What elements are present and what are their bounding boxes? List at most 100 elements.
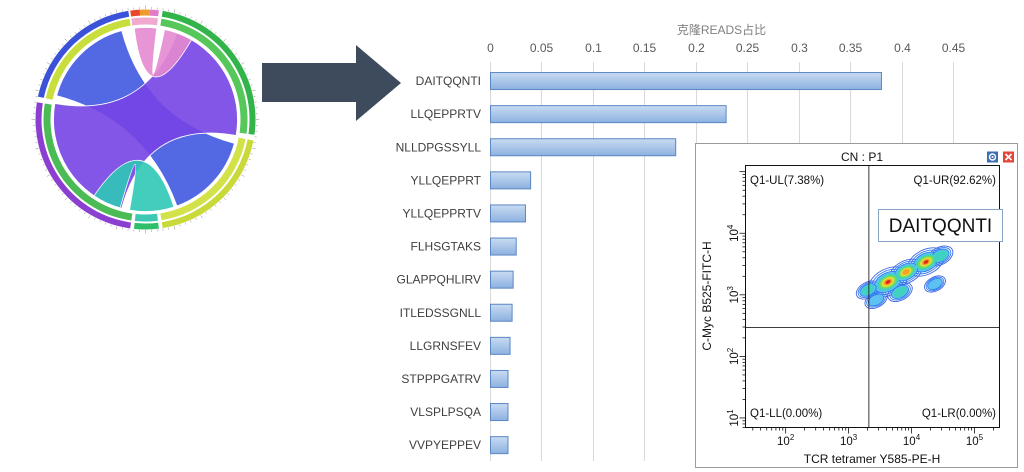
- tick-exponent: 1: [726, 409, 735, 414]
- chord-tick: [252, 89, 256, 92]
- tick-base: 10: [840, 436, 853, 448]
- x-tick-label: 0.1: [585, 41, 602, 55]
- chord-tick: [241, 62, 245, 65]
- chord-tick: [94, 19, 96, 22]
- tick-base: 10: [729, 229, 741, 242]
- chord-tick: [190, 220, 192, 223]
- category-label: ITLEDSSGNLL: [400, 306, 482, 320]
- x-tick-label: 0: [487, 41, 494, 55]
- chord-tick: [219, 35, 221, 38]
- quadrant-label: Q1-LR(0.00%): [922, 408, 996, 420]
- chord-tick: [227, 44, 230, 46]
- chord-tick: [46, 174, 50, 177]
- bar: [490, 237, 517, 256]
- bar: [490, 105, 727, 124]
- chord-tick: [54, 184, 57, 186]
- tick-base: 10: [729, 291, 741, 304]
- chord-tick: [250, 84, 253, 86]
- chord-tick: [57, 48, 60, 51]
- plot-frame: [745, 165, 1000, 428]
- chord-segment-outer: [149, 9, 159, 17]
- chord-tick: [84, 212, 86, 214]
- chord-tick: [248, 78, 251, 81]
- chord-tick: [42, 164, 45, 166]
- chord-segment-outer: [139, 9, 150, 16]
- chord-tick: [74, 31, 77, 34]
- category-label: VLSPLPSQA: [410, 405, 481, 419]
- chord-tick: [51, 58, 53, 60]
- quadrant-label: Q1-LL(0.00%): [750, 408, 822, 420]
- x-tick-label: 0.05: [530, 41, 554, 55]
- x-tick-label: 0.4: [894, 41, 911, 55]
- chord-tick: [42, 73, 45, 75]
- chord-tick: [231, 188, 234, 191]
- chord-tick: [45, 68, 48, 70]
- y-axis-label: C-Myc B525-FITC-H: [700, 241, 714, 350]
- category-label: YLLQEPPRTV: [403, 206, 481, 220]
- chord-tick: [79, 208, 81, 211]
- category-label: DAITQQNTI: [416, 74, 481, 88]
- tick-base: 10: [729, 352, 741, 365]
- bar: [490, 204, 526, 223]
- tick-exponent: 4: [726, 224, 735, 229]
- y-tick-label: 104: [726, 224, 741, 242]
- chord-tick: [214, 31, 217, 34]
- density-contour: [885, 280, 891, 284]
- chord-tick: [223, 38, 227, 42]
- chord-segment-inner: [134, 213, 158, 222]
- chord-tick: [40, 158, 43, 161]
- chord-segment-inner: [131, 17, 158, 26]
- chord-tick: [234, 53, 237, 55]
- density-contours: [855, 245, 954, 310]
- chord-tick: [70, 35, 72, 38]
- right-arrow-icon: [262, 45, 401, 121]
- category-label: LLGRNSFEV: [410, 339, 481, 353]
- chord-segment-inner: [160, 137, 246, 221]
- density-contour: [924, 275, 946, 293]
- tick-exponent: 3: [726, 286, 735, 291]
- chord-tick: [110, 224, 112, 227]
- chord-tick: [238, 179, 240, 181]
- density-contour: [866, 292, 886, 308]
- gear-icon[interactable]: [987, 151, 998, 163]
- chord-segment-outer: [35, 102, 132, 229]
- chord-tick: [241, 174, 245, 177]
- bar: [490, 171, 532, 190]
- quadrant-labels: Q1-UL(7.38%) Q1-UR(92.62%) Q1-LL(0.00%) Q1-…: [750, 175, 996, 420]
- tick-base: 10: [966, 436, 979, 448]
- category-label: YLLQEPPRT: [411, 173, 482, 187]
- chord-segment-inner: [160, 18, 248, 134]
- chord-tick: [179, 224, 181, 227]
- chord-tick: [210, 208, 212, 211]
- chord-tick: [195, 19, 197, 22]
- chord-tick: [38, 84, 41, 86]
- close-icon[interactable]: [1003, 151, 1014, 163]
- chord-tick: [238, 58, 240, 60]
- chord-tick: [190, 16, 192, 19]
- chord-tick: [184, 14, 187, 17]
- chord-segment-inner: [43, 103, 133, 221]
- bar: [490, 270, 514, 289]
- chord-tick: [94, 217, 96, 220]
- chord-tick: [70, 201, 72, 204]
- x-tick-label: 0.35: [839, 41, 863, 55]
- density-contour: [923, 260, 929, 264]
- chord-tick: [74, 205, 77, 208]
- chord-tick: [231, 48, 234, 51]
- chord-tick: [88, 20, 91, 24]
- chord-tick: [35, 147, 39, 150]
- chord-tick: [252, 147, 256, 150]
- chord-tick: [179, 12, 181, 15]
- x-axis-ticks: 0 0.05 0.1 0.15 0.2 0.25 0.3 0.35 0.4 0.45: [487, 41, 965, 55]
- tick-base: 10: [903, 436, 916, 448]
- category-label: VVPYEPPEV: [409, 438, 481, 452]
- chord-tick: [104, 14, 107, 17]
- quadrant-gate: [745, 165, 1000, 428]
- chord-tick: [46, 62, 50, 65]
- flow-window-frame: [695, 143, 1018, 468]
- chord-tick: [250, 153, 253, 155]
- chord-tick: [45, 169, 48, 171]
- x-axis-label: TCR tetramer Y585-PE-H: [804, 452, 940, 466]
